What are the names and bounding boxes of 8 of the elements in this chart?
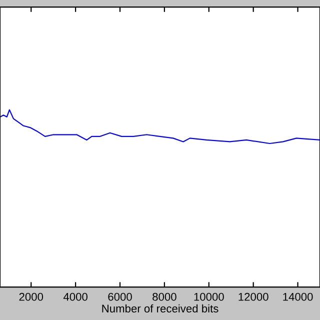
x-tick-label: 10000 — [194, 292, 224, 301]
x-tick-label: 14000 — [283, 292, 313, 301]
x-tick-label: 6000 — [108, 292, 132, 301]
x-tick-label: 12000 — [238, 292, 268, 301]
x-tick-label: 8000 — [152, 292, 176, 301]
x-axis-title: Number of received bits — [102, 304, 218, 313]
x-tick-label: 2000 — [19, 292, 44, 301]
x-tick-label: 4000 — [63, 292, 88, 301]
